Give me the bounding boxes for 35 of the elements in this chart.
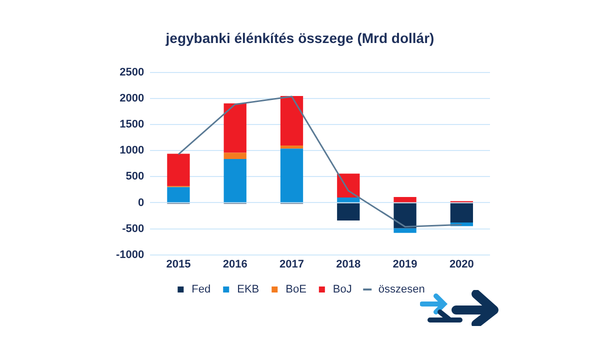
y-tick-label: 0 xyxy=(138,196,144,209)
legend-label: összesen xyxy=(378,284,425,296)
x-tick-label: 2018 xyxy=(336,258,361,270)
legend-label: BoJ xyxy=(332,284,352,296)
legend-label: EKB xyxy=(237,284,260,296)
x-tick-label: 2017 xyxy=(280,258,304,270)
bar xyxy=(337,198,360,202)
y-tick-label: 2000 xyxy=(120,92,144,105)
x-tick-label: 2015 xyxy=(166,258,191,270)
y-tick-label: -1000 xyxy=(116,248,144,261)
y-tick-label: 1000 xyxy=(120,144,144,157)
bar xyxy=(394,203,416,228)
y-tick-label: 1500 xyxy=(120,118,144,131)
bar xyxy=(394,228,416,233)
x-tick-label: 2019 xyxy=(392,258,418,270)
chart-title: jegybanki élénkítés összege (Mrd dollár) xyxy=(164,30,436,46)
legend-label: Fed xyxy=(192,284,211,296)
legend-label: BoE xyxy=(286,284,306,296)
bar xyxy=(450,203,474,223)
bar xyxy=(224,159,246,202)
y-tick-label: -500 xyxy=(122,222,144,235)
bar xyxy=(280,145,304,149)
bar xyxy=(224,152,246,160)
y-tick-label: 500 xyxy=(126,170,144,183)
bar xyxy=(394,197,416,202)
bar xyxy=(280,148,304,202)
x-tick-label: 2016 xyxy=(222,258,248,270)
bar xyxy=(337,174,360,198)
bar xyxy=(280,96,304,146)
x-tick-label: 2020 xyxy=(449,258,474,270)
bar xyxy=(167,154,190,186)
bar xyxy=(337,203,360,220)
y-tick-label: 2500 xyxy=(120,66,144,79)
bar xyxy=(224,103,246,153)
bar xyxy=(167,187,190,202)
